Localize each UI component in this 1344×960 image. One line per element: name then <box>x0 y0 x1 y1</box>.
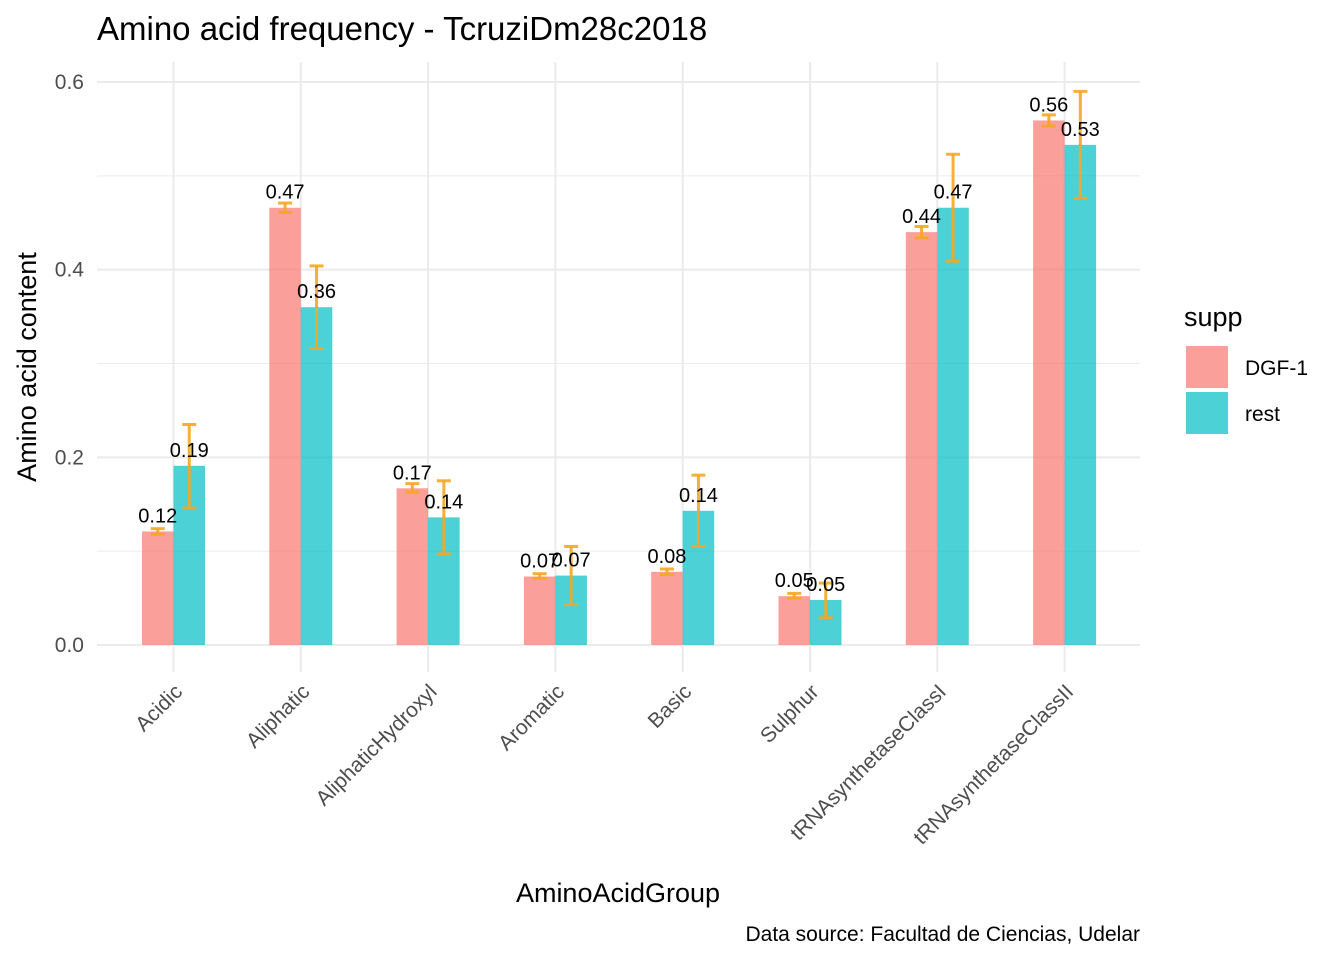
chart-title: Amino acid frequency - TcruziDm28c2018 <box>97 10 707 47</box>
bar-value-label: 0.53 <box>1061 119 1100 141</box>
y-axis-ticks: 0.0 0.2 0.4 0.6 <box>55 71 85 657</box>
bar-dgf-1 <box>396 488 429 645</box>
error-bar <box>787 591 802 600</box>
bar-value-label: 0.12 <box>138 505 177 527</box>
bar-value-label: 0.19 <box>170 440 209 462</box>
error-bar <box>150 527 165 536</box>
x-tick-label: Aromatic <box>494 680 569 755</box>
legend-key-rest <box>1186 392 1228 434</box>
error-bar <box>405 482 420 494</box>
bars-layer <box>142 120 1097 645</box>
error-bar <box>691 473 706 548</box>
bar-value-label: 0.05 <box>775 570 814 592</box>
y-tick-label: 0.2 <box>55 446 84 469</box>
y-tick-label: 0.4 <box>55 259 85 282</box>
legend-title: supp <box>1184 302 1243 332</box>
bar-dgf-1 <box>1033 120 1065 645</box>
bar-value-label: 0.36 <box>297 281 336 303</box>
error-bar <box>182 422 197 510</box>
error-bar <box>914 225 929 240</box>
bar-value-label: 0.47 <box>934 182 973 204</box>
legend: supp DGF-1 rest <box>1184 302 1308 434</box>
legend-key-dgf-1 <box>1186 346 1228 388</box>
bar-rest <box>300 307 333 645</box>
error-bar <box>946 152 961 263</box>
legend-label: DGF-1 <box>1245 357 1308 380</box>
bar-labels-layer: 0.12 0.47 0.17 0.07 0.08 0.05 0.44 0.56 0.19 0.36… <box>138 94 1100 595</box>
error-bar <box>818 581 833 620</box>
bar-dgf-1 <box>905 232 938 645</box>
bar-dgf-1 <box>523 576 556 645</box>
bar-value-label: 0.14 <box>679 485 718 507</box>
error-bar <box>1041 113 1056 128</box>
bar-value-label: 0.07 <box>520 551 559 573</box>
error-bar <box>278 201 293 214</box>
bar-rest <box>937 207 969 645</box>
bar-value-label: 0.14 <box>424 491 463 513</box>
x-tick-label: Basic <box>644 680 697 733</box>
bar-value-label: 0.05 <box>806 574 845 596</box>
x-tick-label: Sulphur <box>756 680 823 747</box>
bar-value-label: 0.44 <box>902 206 941 228</box>
bar-value-label: 0.07 <box>552 550 591 572</box>
bar-value-label: 0.47 <box>266 182 305 204</box>
x-tick-label: AliphaticHydroxyl <box>311 680 441 810</box>
y-tick-label: 0.0 <box>55 634 84 657</box>
bar-value-label: 0.08 <box>647 546 686 568</box>
error-bar <box>309 264 324 350</box>
bar-dgf-1 <box>269 207 301 645</box>
bar-value-label: 0.56 <box>1029 94 1068 116</box>
bar-value-label: 0.17 <box>393 462 432 484</box>
legend-label: rest <box>1245 403 1280 426</box>
error-bar <box>436 479 451 556</box>
caption: Data source: Facultad de Ciencias, Udela… <box>745 923 1140 946</box>
error-bar <box>659 567 674 577</box>
y-tick-label: 0.6 <box>55 71 84 94</box>
bar-dgf-1 <box>778 596 810 645</box>
bar-dgf-1 <box>651 571 683 645</box>
error-bars-layer <box>150 89 1088 620</box>
bar-dgf-1 <box>142 531 174 645</box>
error-bar <box>532 572 547 580</box>
error-bar <box>564 544 579 607</box>
x-tick-label: Acidic <box>131 680 187 736</box>
x-tick-label: Aliphatic <box>242 680 314 752</box>
error-bar <box>1073 89 1088 200</box>
y-axis-title: Amino acid content <box>12 252 42 482</box>
grid-lines <box>97 62 1140 672</box>
x-axis-title: AminoAcidGroup <box>516 878 720 908</box>
bar-rest <box>1064 144 1097 645</box>
